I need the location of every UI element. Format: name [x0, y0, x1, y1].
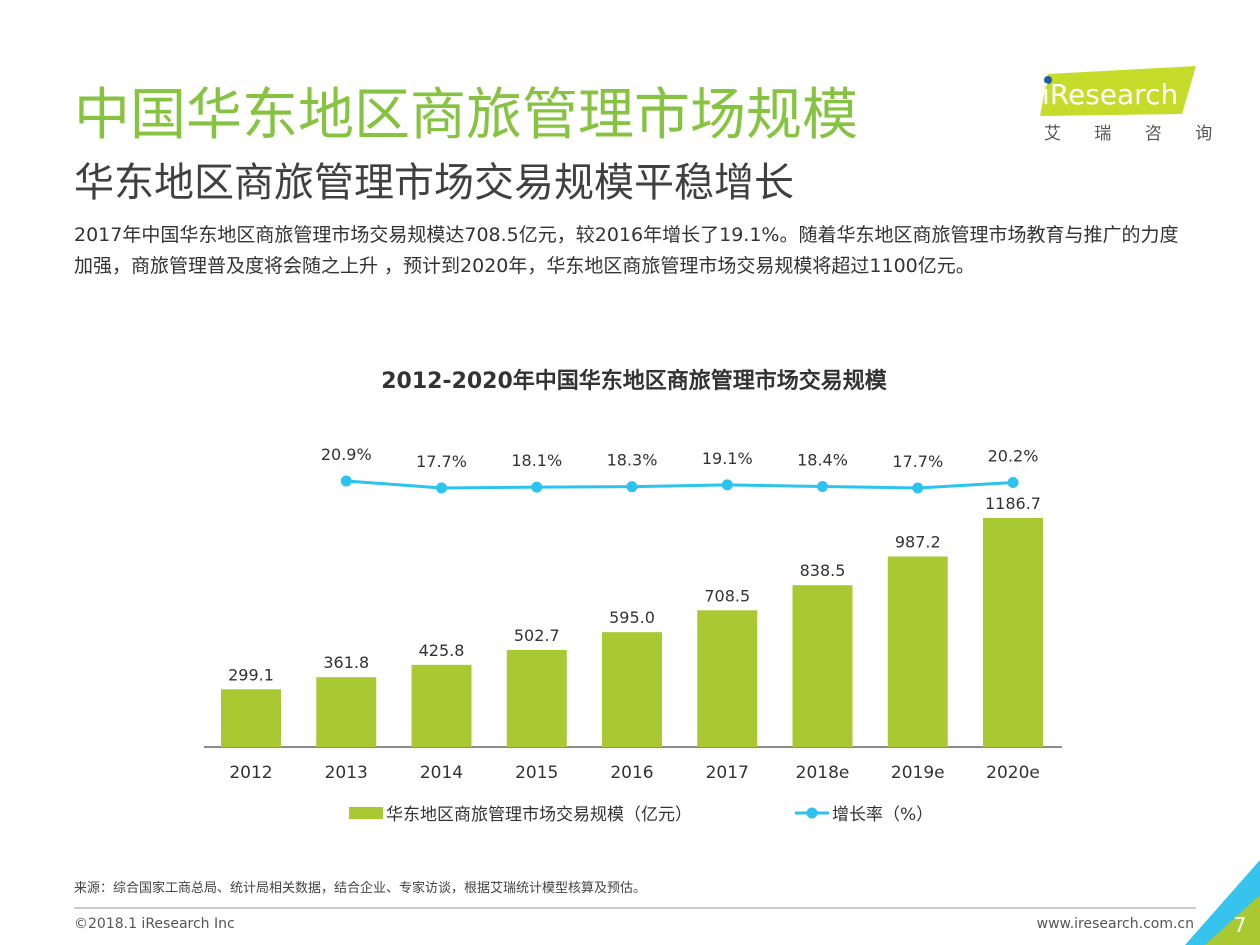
- line-point: [817, 480, 828, 492]
- bar: [983, 518, 1043, 747]
- bar: [697, 610, 758, 747]
- line-label: 19.1%: [702, 449, 753, 468]
- line-point: [436, 482, 447, 494]
- legend-label: 华东地区商旅管理市场交易规模（亿元）: [386, 805, 692, 825]
- x-tick-label: 2018e: [796, 763, 850, 783]
- line-point: [912, 482, 924, 494]
- bar: [887, 556, 948, 747]
- line-label: 20.9%: [321, 445, 372, 464]
- bar-label: 838.5: [800, 561, 846, 580]
- bar: [506, 649, 567, 747]
- bar: [411, 664, 472, 747]
- logo-subtitle: 艾 瑞 咨 询: [1044, 124, 1226, 144]
- line-label: 18.1%: [511, 451, 562, 470]
- page-number: 7: [1234, 913, 1247, 937]
- copyright: ©2018.1 iResearch Inc: [74, 916, 235, 932]
- bar-label: 708.5: [704, 586, 750, 605]
- description: 2017年中国华东地区商旅管理市场交易规模达708.5亿元，较2016年增长了1…: [74, 224, 1179, 277]
- x-tick-label: 2020e: [986, 763, 1040, 783]
- source: 来源：综合国家工商总局、统计局相关数据，结合企业、专家访谈，根据艾瑞统计模型核算…: [74, 880, 646, 896]
- bar-label: 1186.7: [985, 494, 1041, 513]
- logo-name: iResearch: [1042, 78, 1178, 111]
- line-point: [531, 481, 543, 493]
- bar: [602, 632, 662, 747]
- bar-label: 987.2: [895, 532, 941, 551]
- line-label: 18.4%: [797, 450, 848, 469]
- legend-swatch: [349, 807, 383, 819]
- x-tick-label: 2012: [229, 763, 272, 783]
- legend-label: 增长率（%）: [832, 805, 933, 825]
- legend-swatch: [806, 807, 818, 819]
- x-tick-label: 2014: [420, 763, 463, 783]
- page-subtitle: 华东地区商旅管理市场交易规模平稳增长: [74, 160, 794, 206]
- line-point: [721, 479, 733, 491]
- bar: [316, 677, 377, 747]
- bar-label: 361.8: [323, 653, 369, 672]
- chart-title: 2012-2020年中国华东地区商旅管理市场交易规模: [381, 368, 888, 394]
- bar-label: 595.0: [609, 608, 655, 627]
- x-tick-label: 2017: [706, 763, 749, 783]
- line-label: 18.3%: [607, 451, 658, 470]
- line-label: 17.7%: [892, 452, 943, 471]
- line: [346, 479, 1014, 490]
- line-point: [1007, 477, 1019, 488]
- bar-label: 502.7: [514, 626, 560, 645]
- x-tick-label: 2019e: [891, 763, 945, 783]
- bar-label: 425.8: [419, 641, 465, 660]
- corner-green: [1205, 895, 1260, 945]
- logo-bg: [1040, 66, 1196, 116]
- x-tick-label: 2016: [610, 763, 653, 783]
- line-label: 17.7%: [416, 452, 467, 471]
- x-tick-label: 2015: [515, 763, 558, 783]
- website: www.iresearch.com.cn: [1037, 916, 1194, 932]
- line-point: [340, 475, 352, 487]
- bar-label: 299.1: [228, 665, 274, 684]
- page-title: 中国华东地区商旅管理市场规模: [74, 83, 858, 148]
- x-tick-label: 2013: [325, 763, 368, 783]
- logo-dot: [1044, 76, 1052, 84]
- line-label: 20.2%: [988, 447, 1039, 466]
- bar: [221, 689, 281, 747]
- bar: [792, 585, 853, 747]
- line-point: [626, 481, 638, 493]
